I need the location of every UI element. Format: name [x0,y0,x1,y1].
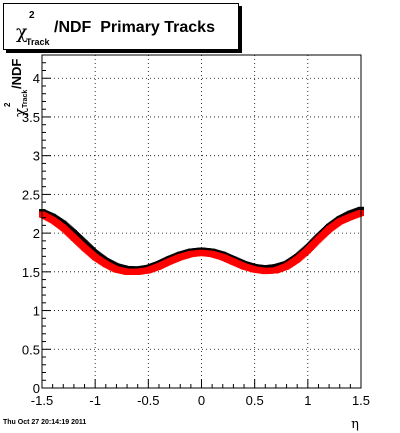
x-tick-label: 0 [198,393,205,408]
x-tick-label: 1 [304,393,311,408]
y-tick-label: 0 [33,381,40,396]
y-tick-label: 3.5 [22,110,40,125]
ylabel-superscript: 2 [3,102,12,107]
y-tick-label: 1 [33,304,40,319]
x-tick-label: 1.5 [352,393,370,408]
axes: -1.5 -1 -0.5 0 0.5 1 1.5 0 0.5 1 1.5 2 2.5 3 3.5 4 [22,54,370,408]
y-axis-label: χ 2 Track /NDF [3,31,29,117]
y-tick-label: 2 [33,226,40,241]
x-tick-label: -1 [89,393,101,408]
title-text: /NDF Primary Tracks [54,19,215,36]
chart-title: χ 2 Track /NDF Primary Tracks [3,3,239,50]
y-tick-label: 4 [33,71,40,86]
timestamp-footer: Thu Oct 27 20:14:19 2011 [3,419,87,426]
data-series [39,206,364,275]
grid-lines [42,55,361,388]
y-tick-label: 1.5 [22,265,40,280]
x-tick-label: -1.5 [31,393,53,408]
title-superscript: 2 [29,10,35,21]
ylabel-subscript: Track [22,89,29,108]
ylabel-text: /NDF [9,58,24,89]
y-tick-label: 0.5 [22,342,40,357]
plot-frame [41,54,362,389]
x-tick-label: -0.5 [137,393,159,408]
x-axis-label: η [351,417,359,432]
x-tick-label: 0.5 [246,393,264,408]
title-subscript: Track [26,37,50,47]
ylabel-chi-symbol: χ [11,107,29,117]
title-chi-symbol: χ [16,21,28,43]
series-red [39,209,364,275]
y-tick-label: 3 [33,149,40,164]
y-tick-label: 2.5 [22,187,40,202]
